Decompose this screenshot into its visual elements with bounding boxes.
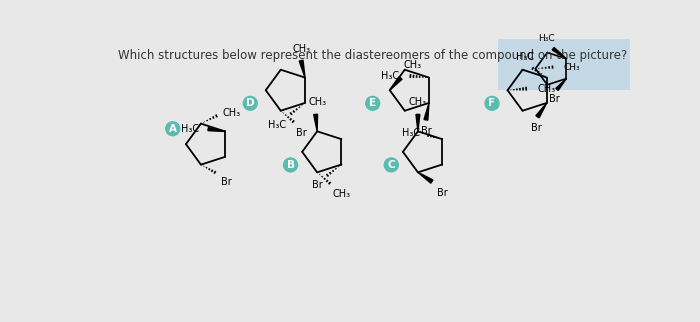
- Text: CH₃: CH₃: [564, 63, 580, 71]
- Polygon shape: [424, 103, 429, 120]
- Text: E: E: [369, 98, 377, 108]
- Circle shape: [166, 122, 180, 136]
- Polygon shape: [314, 114, 318, 131]
- Circle shape: [485, 96, 499, 110]
- Polygon shape: [556, 79, 566, 90]
- Text: Br: Br: [549, 94, 559, 104]
- Text: CH₃: CH₃: [308, 98, 326, 108]
- Polygon shape: [416, 114, 420, 131]
- Polygon shape: [390, 77, 402, 90]
- Text: CH₃: CH₃: [537, 84, 555, 94]
- Bar: [498, 39, 630, 90]
- Text: H₃C: H₃C: [268, 120, 286, 130]
- Text: H₃C: H₃C: [538, 34, 554, 43]
- Text: D: D: [246, 98, 255, 108]
- Text: Br: Br: [531, 123, 541, 133]
- Text: F: F: [489, 98, 496, 108]
- Polygon shape: [208, 128, 225, 131]
- Text: CH₃: CH₃: [332, 189, 351, 199]
- Text: CH₃: CH₃: [292, 44, 310, 54]
- Text: CH₃: CH₃: [409, 98, 427, 108]
- Polygon shape: [552, 47, 566, 59]
- Text: Br: Br: [312, 180, 323, 190]
- Text: H₃C: H₃C: [402, 128, 421, 138]
- Circle shape: [284, 158, 298, 172]
- Circle shape: [384, 158, 398, 172]
- Text: H₃C: H₃C: [181, 124, 199, 134]
- Circle shape: [365, 96, 379, 110]
- Text: Br: Br: [437, 188, 447, 198]
- Text: Br: Br: [296, 128, 307, 138]
- Polygon shape: [299, 60, 305, 78]
- Text: Br: Br: [221, 177, 232, 187]
- Polygon shape: [536, 103, 547, 118]
- Text: Which structures below represent the diastereomers of the compound on the pictur: Which structures below represent the dia…: [118, 49, 628, 62]
- Text: A: A: [169, 124, 176, 134]
- Text: CH₃: CH₃: [404, 60, 422, 70]
- Text: H₃C: H₃C: [516, 52, 534, 62]
- Text: C: C: [388, 160, 395, 170]
- Polygon shape: [418, 172, 433, 183]
- Text: H₃C: H₃C: [382, 71, 400, 81]
- Text: Br: Br: [421, 126, 431, 136]
- Text: B: B: [286, 160, 295, 170]
- Text: CH₃: CH₃: [223, 108, 241, 118]
- Circle shape: [244, 96, 257, 110]
